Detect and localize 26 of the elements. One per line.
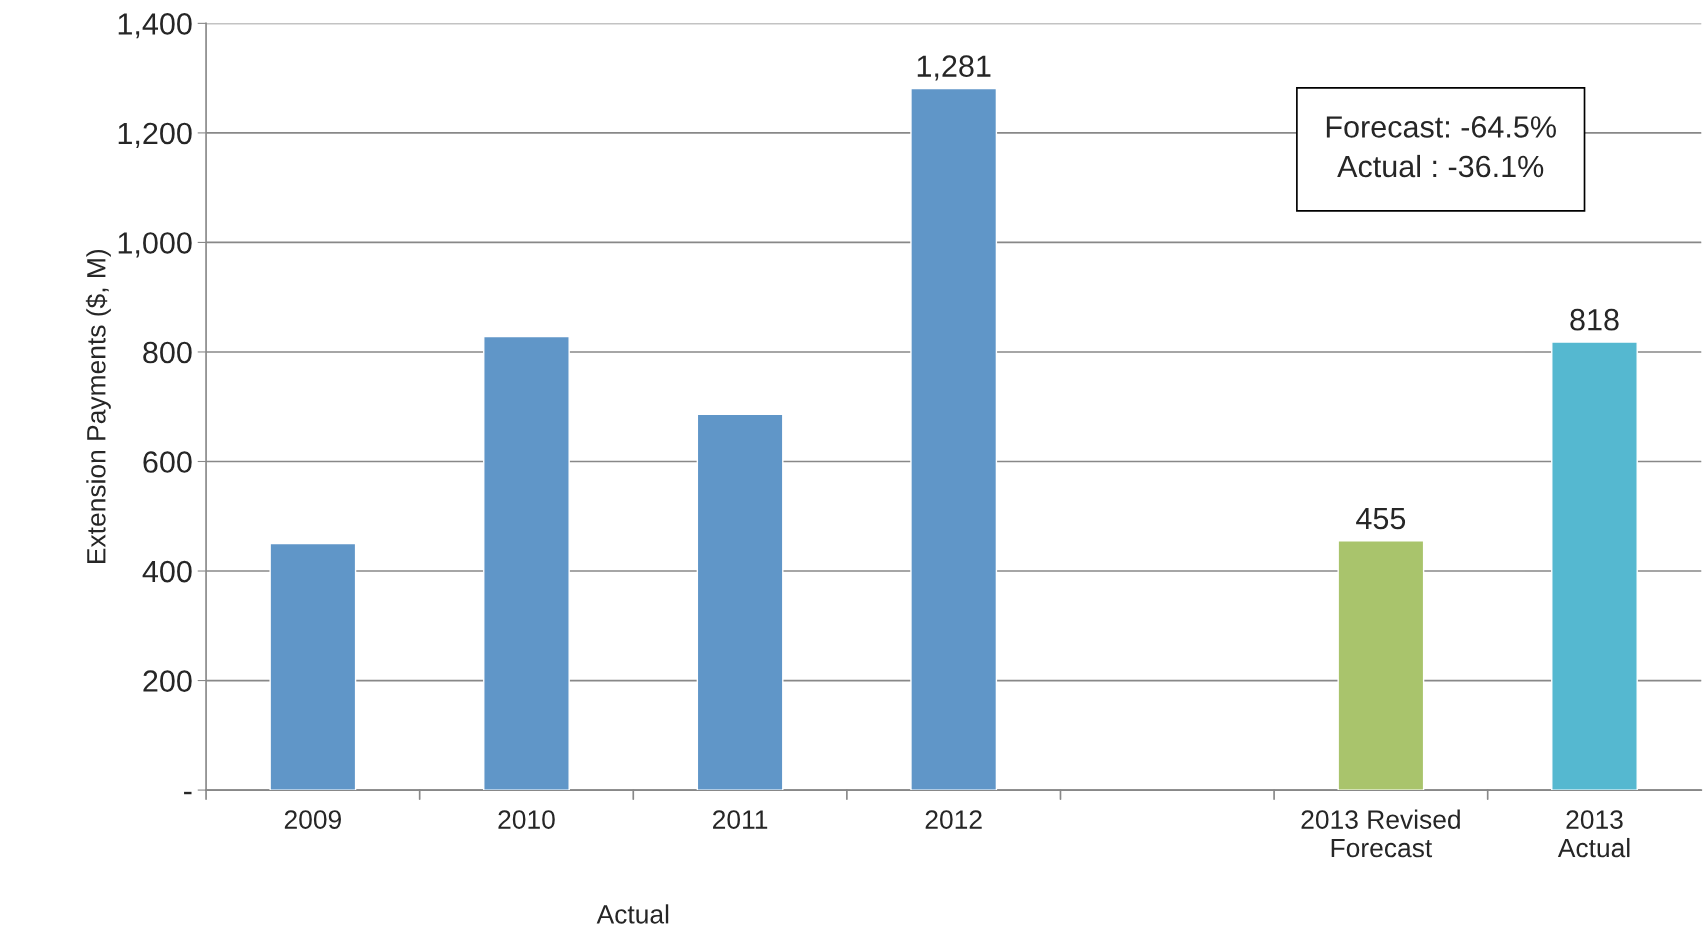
- y-tick-label: 1,200: [118, 122, 192, 148]
- x-tick-label: 2013 Revised Forecast: [1301, 809, 1460, 858]
- bar: [483, 335, 570, 791]
- data-label: 818: [1570, 308, 1619, 331]
- bar: [269, 542, 357, 791]
- y-tick-label: 800: [143, 341, 192, 364]
- y-tick-label: 1,000: [118, 232, 192, 258]
- annotation: Forecast: -64.5% Actual : -36.1%: [1326, 116, 1556, 178]
- bar: [910, 87, 998, 791]
- bar: [1337, 540, 1425, 791]
- x-tick-label: 2009: [284, 810, 341, 829]
- y-tick-label: -: [184, 791, 192, 795]
- x-tick-label: 2013 Actual: [1557, 810, 1630, 858]
- x-tick-label: 2010: [498, 810, 555, 829]
- data-label: 455: [1356, 507, 1406, 530]
- y-tick-label: 600: [143, 451, 192, 473]
- text: Actual: [596, 904, 669, 924]
- x-tick-label: 2012: [925, 810, 982, 829]
- x-tick-label: 2011: [713, 810, 768, 829]
- y-axis-title: Extension Payments ($, M): [85, 249, 111, 563]
- bar: [1551, 341, 1638, 791]
- bar: [696, 413, 784, 791]
- y-tick-label: 200: [143, 670, 192, 692]
- data-label: 1,281: [917, 55, 991, 81]
- y-tick-label: 1,400: [118, 13, 192, 39]
- y-tick-label: 400: [142, 560, 192, 583]
